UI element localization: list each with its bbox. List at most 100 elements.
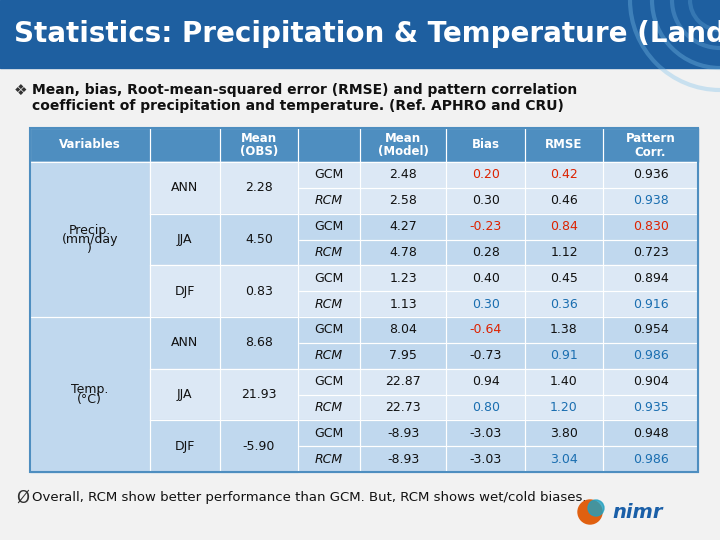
- Bar: [298, 317, 360, 343]
- Bar: [220, 369, 298, 420]
- Text: 2.58: 2.58: [390, 194, 417, 207]
- Text: 0.40: 0.40: [472, 272, 500, 285]
- Bar: [30, 128, 698, 472]
- Text: Pattern: Pattern: [626, 132, 675, 145]
- Bar: [150, 420, 220, 472]
- Bar: [150, 162, 220, 188]
- Bar: [30, 240, 150, 265]
- Text: 0.916: 0.916: [633, 298, 668, 310]
- Bar: [150, 265, 220, 317]
- Text: 0.80: 0.80: [472, 401, 500, 414]
- Text: Temp.: Temp.: [71, 383, 109, 396]
- Bar: [525, 420, 603, 446]
- Bar: [446, 369, 525, 395]
- Text: DJF: DJF: [174, 440, 195, 453]
- Text: 4.50: 4.50: [245, 233, 273, 246]
- Bar: [30, 446, 150, 472]
- Bar: [150, 369, 220, 420]
- Text: 3.04: 3.04: [550, 453, 578, 465]
- Bar: [360, 214, 446, 240]
- Text: 22.73: 22.73: [385, 401, 421, 414]
- Text: 0.20: 0.20: [472, 168, 500, 181]
- Bar: [220, 128, 298, 162]
- Bar: [525, 240, 603, 265]
- Bar: [298, 188, 360, 214]
- Bar: [150, 240, 220, 265]
- Bar: [150, 317, 220, 343]
- Bar: [603, 446, 698, 472]
- Text: RCM: RCM: [315, 246, 343, 259]
- Bar: [360, 188, 446, 214]
- Text: RCM: RCM: [315, 194, 343, 207]
- Bar: [30, 369, 150, 395]
- Text: 0.894: 0.894: [633, 272, 668, 285]
- Text: -8.93: -8.93: [387, 453, 419, 465]
- Text: 0.42: 0.42: [550, 168, 578, 181]
- Bar: [150, 214, 220, 265]
- Text: RCM: RCM: [315, 349, 343, 362]
- Text: JJA: JJA: [177, 388, 192, 401]
- Bar: [150, 128, 220, 162]
- Text: 0.30: 0.30: [472, 194, 500, 207]
- Bar: [525, 446, 603, 472]
- Bar: [446, 128, 525, 162]
- Bar: [603, 265, 698, 291]
- Text: Mean, bias, Root-mean-squared error (RMSE) and pattern correlation: Mean, bias, Root-mean-squared error (RMS…: [32, 83, 577, 97]
- Text: GCM: GCM: [315, 427, 343, 440]
- Circle shape: [588, 500, 604, 516]
- Bar: [220, 317, 298, 369]
- Text: (OBS): (OBS): [240, 145, 278, 159]
- Bar: [603, 128, 698, 162]
- Text: 3.80: 3.80: [550, 427, 578, 440]
- Bar: [525, 369, 603, 395]
- Bar: [150, 369, 220, 395]
- Text: 7.95: 7.95: [390, 349, 417, 362]
- Text: -0.73: -0.73: [469, 349, 502, 362]
- Bar: [360, 291, 446, 317]
- Text: (°C): (°C): [77, 393, 102, 406]
- Bar: [150, 188, 220, 214]
- Text: nimr: nimr: [612, 503, 662, 522]
- Text: GCM: GCM: [315, 272, 343, 285]
- Text: Statistics: Precipitation & Temperature (Land): Statistics: Precipitation & Temperature …: [14, 20, 720, 48]
- Text: (mm/day: (mm/day: [61, 233, 118, 246]
- Text: GCM: GCM: [315, 323, 343, 336]
- Text: RCM: RCM: [315, 453, 343, 465]
- Bar: [220, 240, 298, 265]
- Bar: [150, 317, 220, 369]
- Text: 0.830: 0.830: [633, 220, 668, 233]
- Bar: [446, 420, 525, 446]
- Bar: [360, 265, 446, 291]
- Bar: [525, 317, 603, 343]
- Text: 0.28: 0.28: [472, 246, 500, 259]
- Bar: [298, 343, 360, 369]
- Bar: [360, 240, 446, 265]
- Text: -8.93: -8.93: [387, 427, 419, 440]
- Bar: [446, 265, 525, 291]
- Bar: [360, 369, 446, 395]
- Bar: [298, 420, 360, 446]
- Text: -3.03: -3.03: [469, 453, 502, 465]
- Text: 4.27: 4.27: [390, 220, 417, 233]
- Text: 0.986: 0.986: [633, 453, 668, 465]
- Bar: [30, 265, 150, 291]
- Text: 0.94: 0.94: [472, 375, 500, 388]
- Bar: [298, 128, 360, 162]
- Text: 1.13: 1.13: [390, 298, 417, 310]
- Text: 0.723: 0.723: [633, 246, 668, 259]
- Text: Mean: Mean: [240, 132, 277, 145]
- Bar: [360, 162, 446, 188]
- Bar: [150, 446, 220, 472]
- Text: 0.91: 0.91: [550, 349, 578, 362]
- Bar: [30, 317, 150, 472]
- Text: GCM: GCM: [315, 220, 343, 233]
- Bar: [150, 395, 220, 420]
- Bar: [30, 291, 150, 317]
- Text: Mean: Mean: [385, 132, 421, 145]
- Text: 21.93: 21.93: [241, 388, 276, 401]
- Bar: [525, 214, 603, 240]
- Text: GCM: GCM: [315, 375, 343, 388]
- Bar: [220, 317, 298, 343]
- Bar: [30, 420, 150, 446]
- Bar: [603, 188, 698, 214]
